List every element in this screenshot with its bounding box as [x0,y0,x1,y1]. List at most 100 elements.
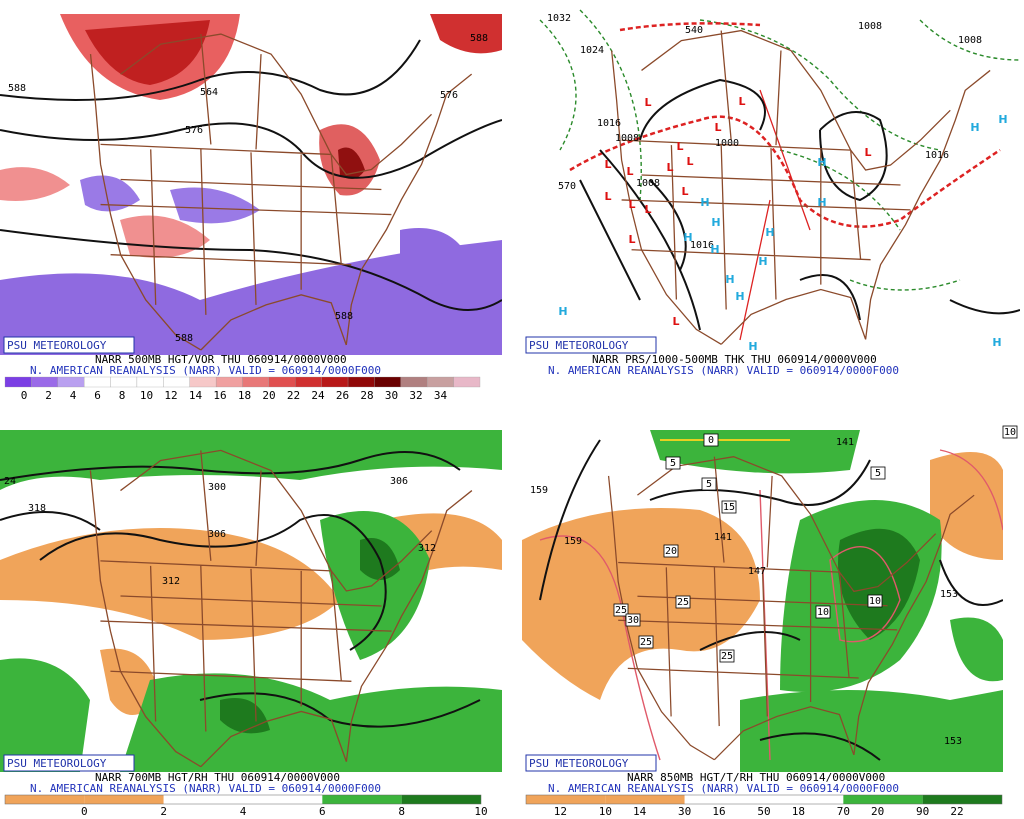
colorbar-label: 16 [213,389,226,402]
product-line: NARR 700MB HGT/RH THU 060914/0000V000 [95,771,340,784]
colorbar-label: 0 [81,805,88,818]
valid-line: N. AMERICAN REANALYSIS (NARR) VALID = 06… [548,782,899,795]
valid-line: N. AMERICAN REANALYSIS (NARR) VALID = 06… [548,364,899,377]
label-box [721,500,737,514]
pressure-center: L [738,95,745,108]
contour-label: 588 [8,83,26,94]
colorbar-cell [453,376,481,388]
contour-label: 25 [721,651,733,662]
product-line: NARR 850MB HGT/T/RH THU 060914/0000V000 [627,771,885,784]
pressure-center: L [604,190,611,203]
colorbar-label: 10 [599,805,612,818]
contour-label: 588 [470,33,488,44]
credit: PSU METEOROLOGY [7,339,107,352]
contour-label: 25 [615,605,627,616]
contour-label: 1008 [615,133,639,144]
contour-label: 318 [28,503,46,514]
pressure-center: H [748,340,757,353]
colorbar-cell [57,376,85,388]
contour-label: 10 [1004,427,1016,438]
pressure-center: H [710,243,719,256]
label-box [675,595,691,609]
pressure-center: L [681,185,688,198]
colorbar-label: 18 [792,805,805,818]
product-line: NARR 500MB HGT/VOR THU 060914/0000V000 [95,353,347,366]
contour-label: 540 [685,25,703,36]
colorbar-cell [347,376,375,388]
contour-label: 1008 [858,21,882,32]
colorbar-label: 22 [950,805,963,818]
colorbar-label: 2 [160,805,167,818]
contour-label: 141 [836,437,854,448]
credit: PSU METEOROLOGY [7,757,107,770]
pressure-center: H [992,336,1001,349]
contour-label: 153 [940,589,958,600]
colorbar-label: 8 [119,389,126,402]
contour-label: 306 [208,529,226,540]
colorbar-cell [268,376,296,388]
pressure-center: H [725,273,734,286]
colorbar-label: 8 [398,805,405,818]
colorbar-label: 20 [262,389,275,402]
label-box [815,605,831,619]
colorbar-frame [525,794,1003,805]
colorbar-cell [189,376,217,388]
label-box [870,466,886,480]
pressure-center: L [628,198,635,211]
valid-line: N. AMERICAN REANALYSIS (NARR) VALID = 06… [30,364,381,377]
contour-label: 10 [817,607,829,618]
pressure-center: L [714,121,721,134]
credit-box [525,754,657,772]
pressure-center: H [817,156,826,169]
colorbar-label: 10 [140,389,153,402]
credit-box [3,754,135,772]
colorbar-label: 22 [287,389,300,402]
pressure-center: L [666,161,673,174]
colorbar-label: 26 [336,389,349,402]
colorbar-label: 32 [409,389,422,402]
credit: PSU METEOROLOGY [529,757,629,770]
colorbar-label: 24 [311,389,325,402]
pressure-center: H [683,231,692,244]
credit-box [525,336,657,354]
colorbar-label: 34 [434,389,448,402]
contour-label: 1032 [547,13,571,24]
credit-box [3,336,135,354]
colorbar-label: 30 [678,805,691,818]
contour-label: 312 [162,576,180,587]
vorticity-map [0,14,502,355]
colorbar-label: 4 [70,389,77,402]
contour-label: 0 [708,435,714,446]
contour-label: 141 [714,532,732,543]
contour-label: 30 [627,615,639,626]
colorbar-label: 16 [712,805,725,818]
contour-label: 25 [640,637,652,648]
colorbar-cell [5,795,85,804]
contour-label: 1024 [580,45,604,56]
label-box [638,635,654,649]
pressure-center: L [628,233,635,246]
contour-label: 20 [665,546,677,557]
colorbar-label: 10 [474,805,487,818]
contour-label: 10 [869,596,881,607]
colorbar-cell [401,795,481,804]
contour-label: 570 [558,181,576,192]
contour-label: 147 [748,566,766,577]
pressure-center: L [644,203,651,216]
valid-line: N. AMERICAN REANALYSIS (NARR) VALID = 06… [30,782,381,795]
contour-label: 1016 [690,240,714,251]
label-box [703,433,719,447]
colorbar-cell [295,376,322,388]
label-box [867,594,883,608]
colorbar-cell [31,376,58,388]
label-box [625,613,641,627]
label-box [701,477,717,491]
pressure-center: H [765,226,774,239]
contour-label: 1008 [958,35,982,46]
colorbar-label: 6 [319,805,326,818]
colorbar-cell [110,376,138,388]
colorbar-cell [322,795,402,804]
contour-label: 312 [418,543,436,554]
colorbar-label: 18 [238,389,251,402]
contour-label: 5 [875,468,881,479]
